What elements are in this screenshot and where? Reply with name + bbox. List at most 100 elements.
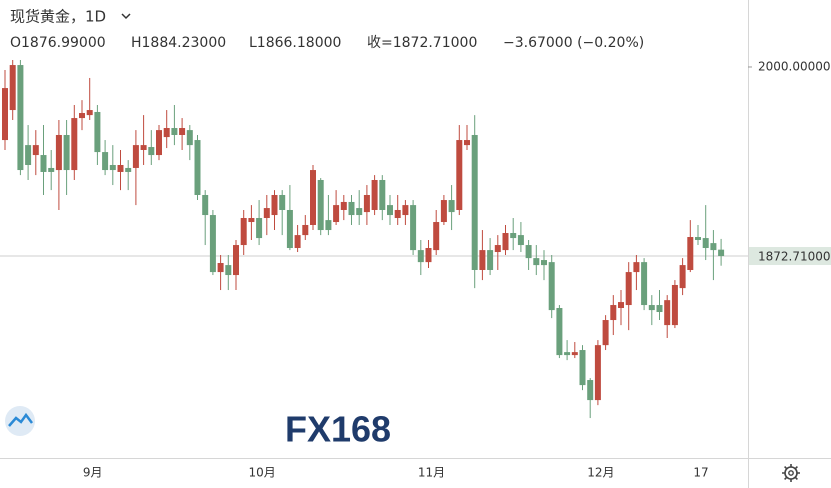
last-price-label: 1872.71000: [758, 250, 831, 264]
candle-body: [517, 235, 524, 246]
candle-body: [618, 302, 624, 309]
candle-body: [17, 65, 24, 171]
interval-chevron[interactable]: [121, 13, 131, 20]
candle-body: [571, 352, 578, 356]
candle-body: [94, 111, 101, 153]
candle-body: [310, 170, 316, 225]
candle-body: [233, 245, 239, 276]
plot: [0, 59, 748, 419]
candle-body: [125, 167, 132, 172]
candle-body: [564, 352, 571, 356]
candle-body: [109, 164, 116, 171]
ohlc-high: H1884.23000: [131, 35, 226, 51]
candle-body: [664, 300, 671, 326]
x-tick-label: 10月: [248, 466, 275, 480]
candle-body: [363, 194, 370, 213]
candle-body: [333, 205, 340, 223]
candle-body: [525, 245, 532, 259]
candle-body: [286, 209, 293, 249]
candle-body: [679, 265, 686, 289]
candle-body: [556, 308, 563, 356]
candle-body: [456, 140, 463, 210]
candle-body: [348, 201, 355, 216]
candle-body: [132, 145, 139, 168]
candle-body: [371, 179, 378, 210]
candle-body: [410, 205, 417, 251]
candle-body: [687, 237, 694, 270]
candle-body: [533, 258, 540, 266]
candle-body: [487, 250, 494, 270]
candle-body: [117, 164, 124, 172]
watermark-logo: [5, 406, 35, 436]
candle-body: [317, 179, 324, 231]
candle-body: [641, 262, 648, 306]
candle-body: [633, 262, 640, 273]
candle-body: [594, 345, 601, 401]
candle-body: [271, 194, 278, 216]
candle-body: [356, 208, 363, 216]
candle-body: [648, 305, 655, 311]
candle-body: [379, 179, 386, 210]
candle-body: [279, 194, 286, 210]
candle-body: [171, 128, 178, 135]
candle-body: [433, 222, 440, 251]
ohlc-change: −3.67000 (−0.20%): [503, 35, 644, 51]
candle-body: [548, 262, 555, 311]
candle-body: [9, 65, 16, 111]
candle-body: [40, 155, 47, 172]
x-tick-label: 12月: [587, 466, 614, 480]
candle-body: [163, 128, 170, 138]
candle-body: [464, 140, 470, 146]
x-tick-label: 11月: [418, 466, 445, 480]
candle-body: [440, 200, 447, 223]
candle-body: [32, 145, 39, 156]
candle-body: [448, 200, 455, 213]
candle-body: [79, 113, 85, 119]
ohlc-low: L1866.18000: [249, 35, 341, 51]
candle-body: [55, 134, 62, 171]
ohlc-close: 收=1872.71000: [367, 35, 477, 51]
candle-body: [587, 380, 594, 401]
candle-body: [140, 145, 147, 150]
candle-body: [387, 205, 393, 216]
candle-body: [71, 118, 78, 171]
candle-body: [248, 218, 255, 223]
chart-title: 现货黄金，1D: [10, 8, 106, 26]
candle-body: [2, 88, 8, 141]
candle-body: [86, 110, 93, 116]
candle-body: [179, 128, 186, 135]
candle-body: [671, 284, 678, 326]
ohlc-open: O1876.99000: [10, 35, 106, 51]
candle-body: [417, 250, 424, 263]
x-tick-label: 9月: [83, 466, 103, 480]
candle-body: [63, 134, 70, 171]
candle-body: [602, 320, 609, 346]
candle-body: [579, 350, 586, 386]
candle-body: [610, 305, 617, 321]
candle-body: [148, 147, 155, 156]
candle-body: [718, 249, 725, 257]
candle-body: [340, 201, 347, 210]
candle-body: [394, 209, 401, 219]
candle-body: [656, 305, 663, 313]
candle-body: [541, 260, 547, 266]
candle-body: [402, 205, 409, 216]
candle-body: [186, 130, 193, 146]
y-tick-label: 2000.00000: [758, 59, 831, 73]
candle-body: [156, 130, 162, 156]
watermark: FX168: [285, 409, 391, 450]
candle-body: [256, 218, 263, 239]
candle-body: [710, 243, 717, 251]
candle-body: [48, 167, 55, 172]
candle-body: [425, 248, 432, 263]
candle-body: [209, 215, 216, 273]
candle-body: [479, 250, 486, 270]
candle-body: [217, 263, 224, 273]
candle-body: [294, 235, 301, 249]
candle-body: [702, 238, 709, 249]
candle-body: [494, 245, 501, 253]
candle-body: [25, 145, 32, 165]
candle-body: [240, 218, 247, 246]
settings-gear[interactable]: [782, 464, 800, 482]
